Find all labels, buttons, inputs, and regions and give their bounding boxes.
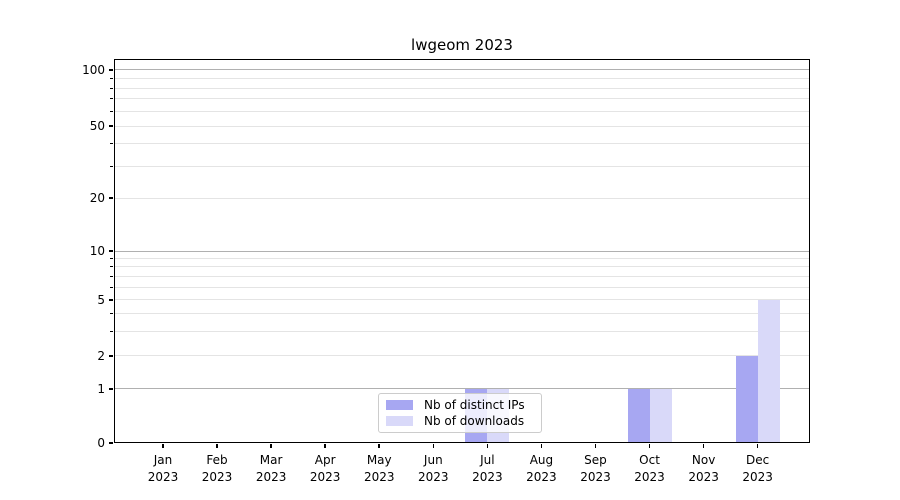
- y-tick-label: 0: [97, 436, 105, 450]
- y-tick-mark: [108, 355, 113, 357]
- x-tick-label: Mar 2023: [255, 453, 287, 484]
- y-minor-tick-mark: [110, 275, 113, 277]
- legend-swatch-distinct-ips: [386, 400, 413, 410]
- x-tick-mark: [432, 444, 435, 448]
- x-tick-mark: [648, 444, 651, 448]
- major-gridline: [114, 388, 810, 390]
- y-minor-tick-mark: [110, 286, 113, 288]
- minor-gridline: [114, 257, 810, 259]
- x-tick-mark: [540, 444, 543, 448]
- y-minor-tick-mark: [110, 98, 113, 100]
- y-tick-label: 20: [89, 191, 105, 205]
- y-tick-mark: [108, 197, 113, 199]
- y-minor-tick-mark: [110, 257, 113, 259]
- x-tick-mark: [216, 444, 218, 448]
- legend-swatch-downloads: [386, 416, 413, 426]
- minor-gridline: [114, 197, 810, 199]
- x-tick-mark: [702, 444, 705, 448]
- minor-gridline: [114, 286, 810, 288]
- bar-distinct-ips-oct: [627, 388, 650, 443]
- x-tick-label: Jan 2023: [147, 453, 179, 484]
- minor-gridline: [114, 266, 810, 268]
- y-minor-tick-mark: [110, 143, 113, 145]
- x-tick-mark: [378, 444, 380, 448]
- chart-title: lwgeom 2023: [411, 36, 513, 54]
- y-minor-tick-mark: [110, 313, 113, 315]
- y-minor-tick-mark: [110, 330, 113, 332]
- y-tick-mark: [108, 125, 113, 127]
- y-tick-label: 50: [89, 119, 105, 133]
- y-tick-mark: [108, 299, 113, 301]
- y-minor-tick-mark: [110, 77, 113, 79]
- x-tick-mark: [756, 444, 759, 448]
- y-tick-label: 2: [97, 348, 105, 363]
- y-tick-label: 5: [97, 292, 105, 307]
- x-tick-mark: [324, 444, 326, 448]
- minor-gridline: [114, 143, 810, 145]
- legend-label-downloads: Nb of downloads: [424, 414, 525, 428]
- bar-distinct-ips-dec: [735, 355, 758, 443]
- x-tick-mark: [162, 444, 164, 448]
- minor-gridline: [114, 110, 810, 112]
- minor-gridline: [114, 165, 810, 167]
- minor-gridline: [114, 87, 810, 89]
- x-tick-label: Oct 2023: [634, 453, 665, 484]
- legend-item-downloads: Nb of downloads: [386, 414, 533, 429]
- legend-label-distinct-ips: Nb of distinct IPs: [424, 398, 525, 412]
- minor-gridline: [114, 330, 810, 332]
- minor-gridline: [114, 98, 810, 100]
- minor-gridline: [114, 125, 810, 127]
- legend-item-distinct-ips: Nb of distinct IPs: [386, 398, 533, 413]
- bar-downloads-dec: [757, 299, 780, 443]
- bar-downloads-oct: [649, 388, 672, 443]
- minor-gridline: [114, 299, 810, 301]
- plot-area: [114, 59, 810, 443]
- legend: Nb of distinct IPs Nb of downloads: [378, 393, 542, 433]
- x-tick-label: Jun 2023: [418, 453, 449, 484]
- x-tick-label: Jul 2023: [472, 453, 503, 484]
- y-tick-mark: [108, 388, 113, 390]
- y-tick-mark: [108, 69, 113, 71]
- minor-gridline: [114, 77, 810, 79]
- x-tick-label: Dec 2023: [742, 453, 773, 484]
- y-tick-label: 1: [97, 381, 105, 396]
- minor-gridline: [114, 355, 810, 357]
- x-tick-mark: [486, 444, 489, 448]
- y-minor-tick-mark: [110, 87, 113, 89]
- x-tick-label: Sep 2023: [580, 453, 611, 484]
- major-gridline: [114, 250, 810, 252]
- x-tick-label: Apr 2023: [309, 453, 341, 484]
- y-tick-mark: [108, 250, 113, 252]
- y-minor-tick-mark: [110, 165, 113, 167]
- y-minor-tick-mark: [110, 110, 113, 112]
- minor-gridline: [114, 313, 810, 315]
- x-tick-mark: [594, 444, 597, 448]
- y-minor-tick-mark: [110, 266, 113, 268]
- x-tick-label: Aug 2023: [526, 453, 557, 484]
- x-tick-mark: [270, 444, 272, 448]
- y-tick-label: 10: [89, 244, 105, 258]
- major-gridline: [114, 69, 810, 71]
- y-tick-mark: [108, 442, 113, 444]
- minor-gridline: [114, 275, 810, 277]
- x-tick-label: Feb 2023: [201, 453, 233, 484]
- x-tick-label: Nov 2023: [688, 453, 719, 484]
- x-tick-label: May 2023: [363, 453, 395, 484]
- y-tick-label: 100: [82, 62, 105, 77]
